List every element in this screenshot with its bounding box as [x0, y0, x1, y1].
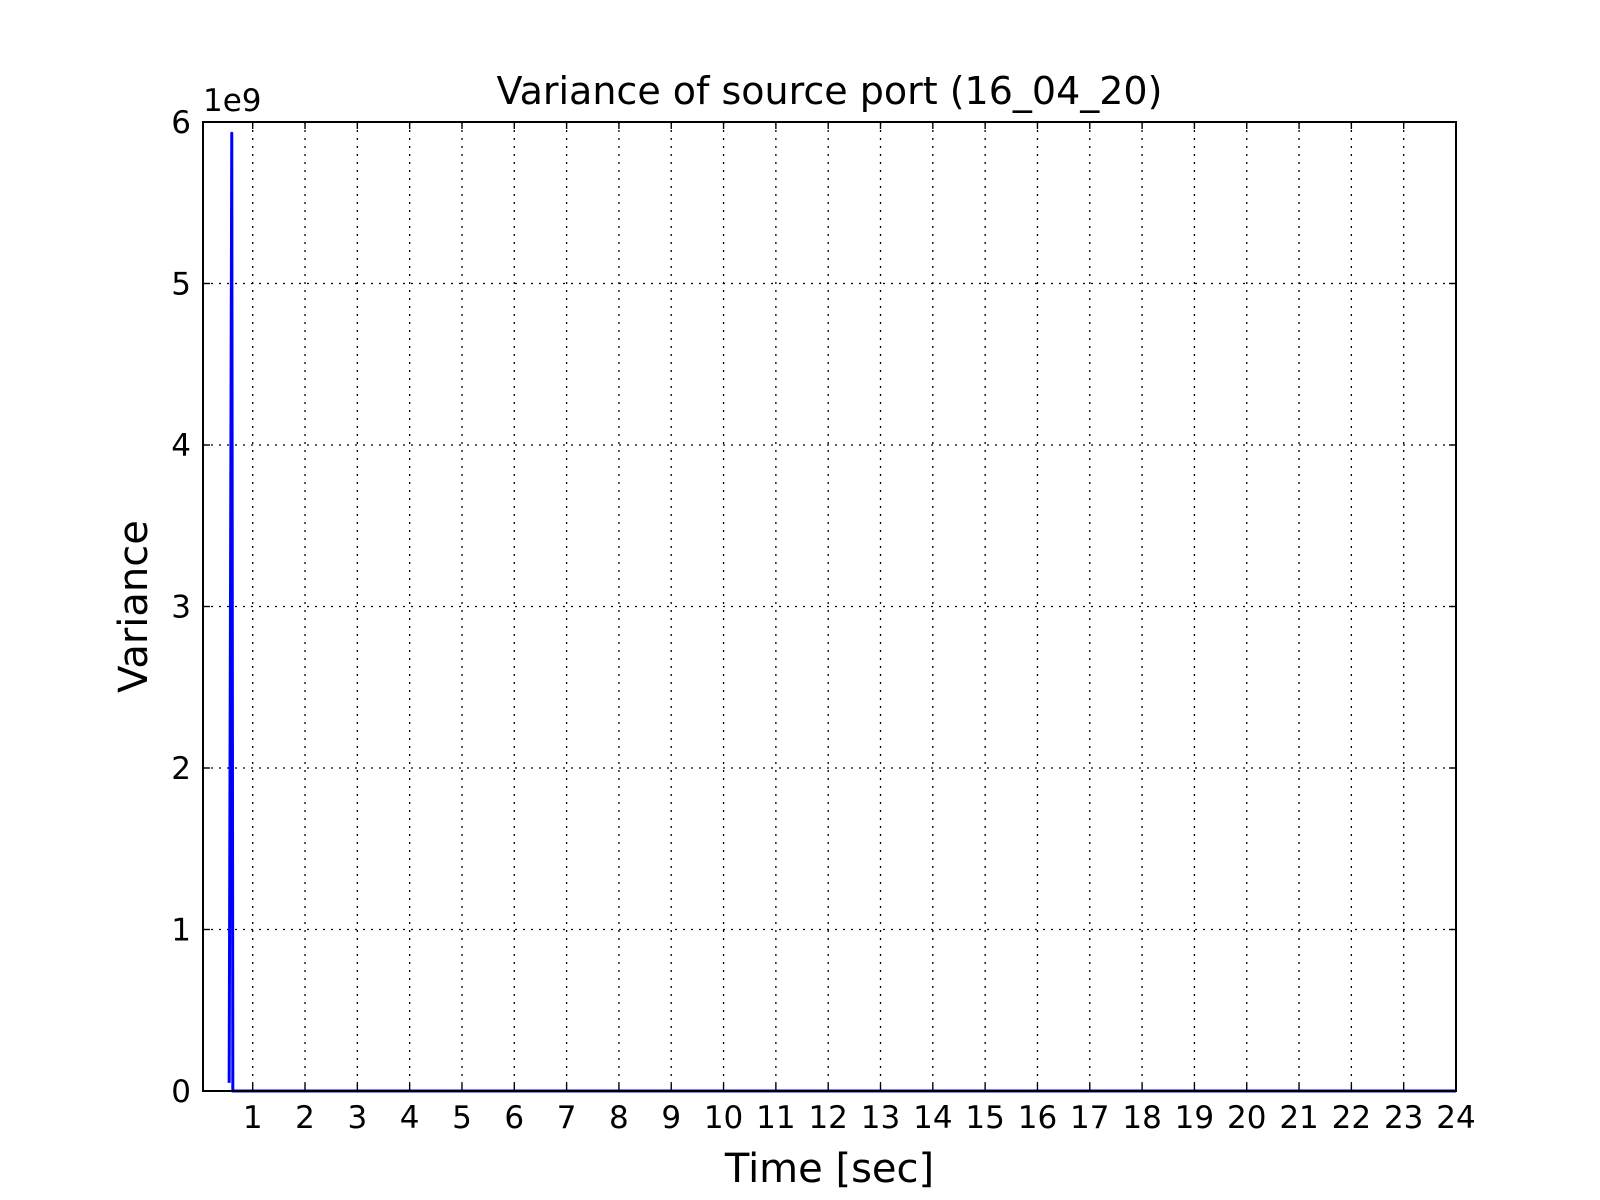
y-axis-label: Variance: [111, 520, 157, 693]
x-tick-label: 24: [1436, 1100, 1475, 1136]
grid: [203, 121, 1457, 1092]
x-tick-label: 8: [609, 1100, 629, 1136]
x-tick-label: 4: [400, 1100, 420, 1136]
x-tick-label: 7: [557, 1100, 577, 1136]
x-tick-label: 1: [243, 1100, 263, 1136]
x-tick-label: 23: [1384, 1100, 1423, 1136]
x-tick-label: 18: [1122, 1100, 1161, 1136]
x-tick-label: 5: [452, 1100, 472, 1136]
y-tick-label: 1: [171, 913, 191, 949]
y-tick-label: 2: [171, 751, 191, 787]
x-tick-label: 22: [1332, 1100, 1371, 1136]
x-tick-label: 10: [704, 1100, 743, 1136]
chart-title: Variance of source port (16_04_20): [497, 69, 1163, 113]
y-tick-label: 4: [171, 428, 191, 464]
x-tick-label: 3: [347, 1100, 367, 1136]
x-tick-label: 20: [1227, 1100, 1266, 1136]
y-axis-multiplier: 1e9: [203, 83, 262, 119]
x-tick-label: 14: [913, 1100, 952, 1136]
y-tick-label: 3: [171, 590, 191, 626]
series-line: [227, 131, 1456, 1093]
y-tick-label: 5: [171, 267, 191, 303]
y-tick-label: 6: [171, 105, 191, 141]
x-tick-label: 19: [1175, 1100, 1214, 1136]
x-tick-label: 12: [808, 1100, 847, 1136]
x-tick-label: 21: [1279, 1100, 1318, 1136]
x-tick-label: 17: [1070, 1100, 1109, 1136]
x-tick-label: 9: [661, 1100, 681, 1136]
series-layer: [227, 131, 1456, 1093]
y-tick-label: 0: [171, 1074, 191, 1110]
x-tick-label: 13: [861, 1100, 900, 1136]
x-tick-label: 15: [965, 1100, 1004, 1136]
x-axis-label: Time [sec]: [724, 1146, 934, 1192]
x-tick-label: 6: [504, 1100, 524, 1136]
x-tick-label: 2: [295, 1100, 315, 1136]
x-tick-label: 11: [756, 1100, 795, 1136]
x-tick-label: 16: [1018, 1100, 1057, 1136]
ticks: 1 2 3 4 5 6 7 8 9 10 11 12 13 14 15 16 17 18 19 20 21 22 23 240…: [171, 105, 1475, 1136]
